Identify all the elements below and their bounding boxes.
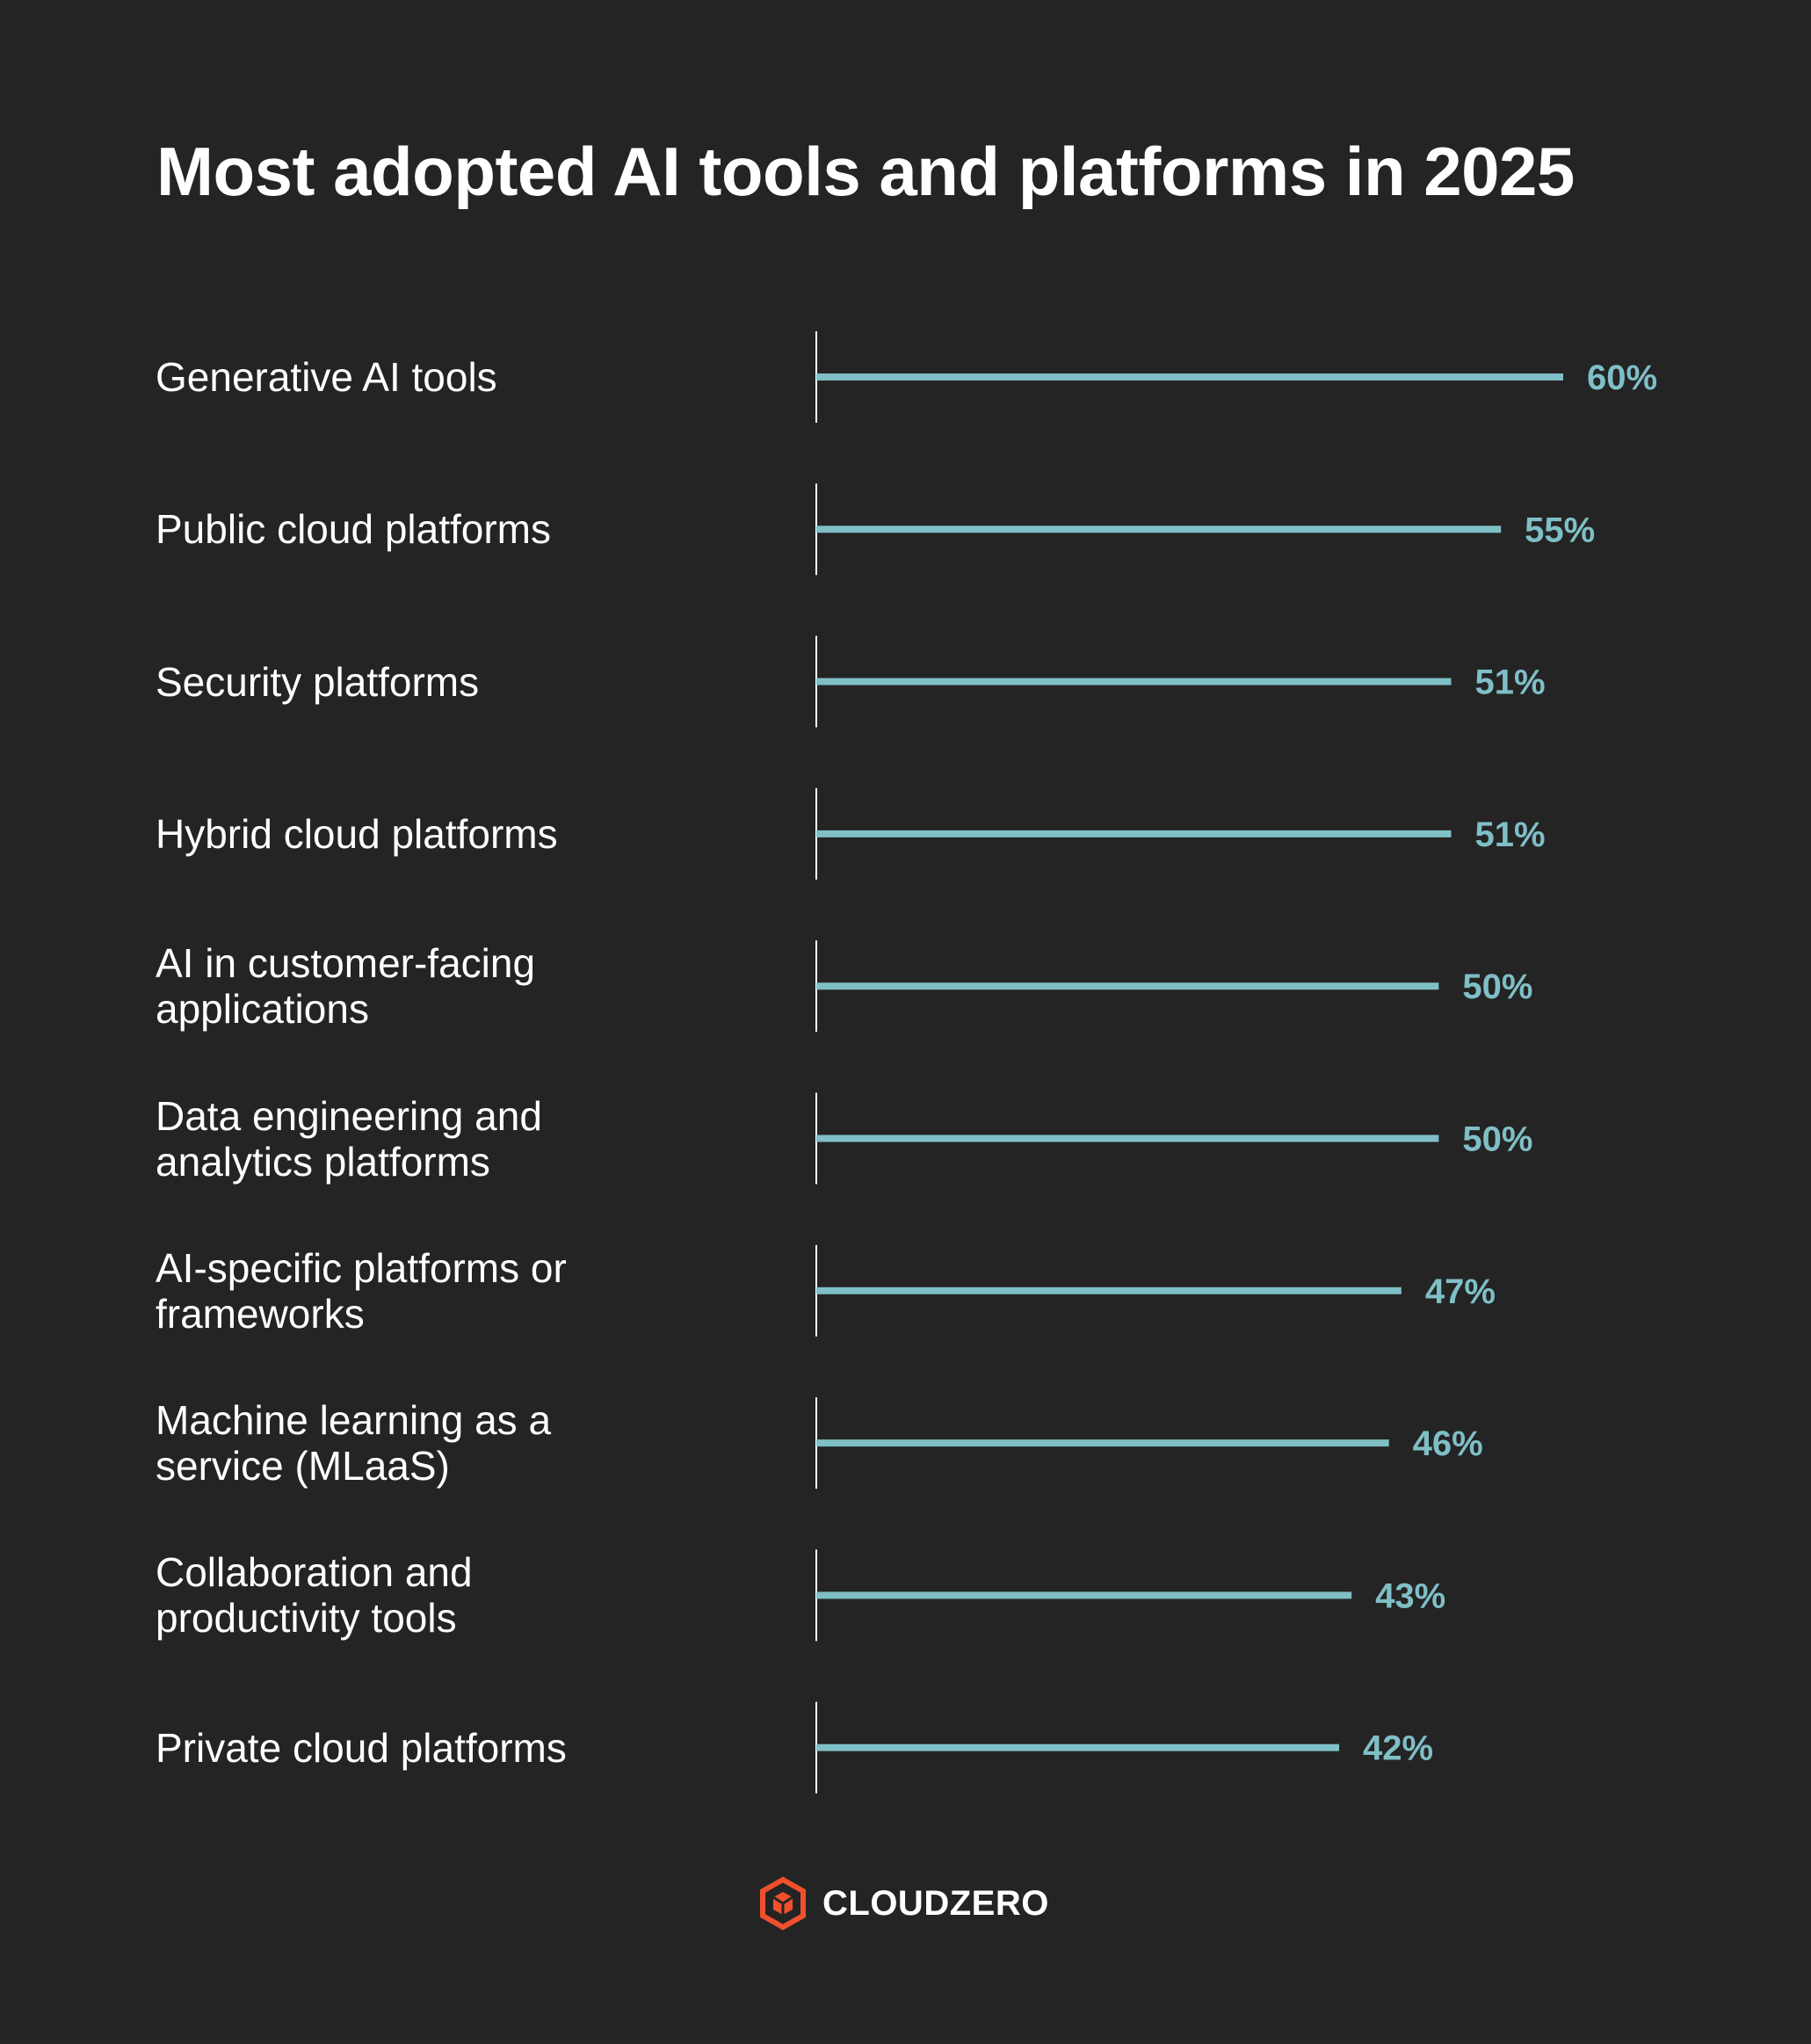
category-label: AI-specific platforms or frameworks: [156, 1245, 683, 1337]
cloudzero-hexagon-icon: [760, 1876, 806, 1931]
category-label-line: AI-specific platforms or: [156, 1244, 567, 1291]
value-label: 55%: [1525, 511, 1595, 549]
category-label-line: service (MLaaS): [156, 1443, 450, 1490]
bar: [816, 982, 1439, 990]
bar: [816, 373, 1563, 381]
value-label: 46%: [1413, 1424, 1483, 1463]
value-label: 43%: [1375, 1576, 1445, 1615]
value-label: 50%: [1462, 968, 1532, 1006]
category-label: Hybrid cloud platforms: [156, 811, 683, 857]
category-label: Public cloud platforms: [156, 506, 683, 552]
category-label: Collaboration and productivity tools: [156, 1549, 683, 1641]
category-label-line: applications: [156, 986, 369, 1033]
category-label-line: Machine learning as a: [156, 1397, 552, 1444]
value-label: 51%: [1475, 663, 1546, 702]
bar: [816, 1743, 1339, 1751]
category-label: Data engineering and analytics platforms: [156, 1093, 683, 1185]
category-label-line: Private cloud platforms: [156, 1724, 567, 1771]
bar: [816, 830, 1452, 837]
bar: [816, 1134, 1439, 1142]
category-label-line: Collaboration and: [156, 1549, 473, 1596]
category-label: Security platforms: [156, 659, 683, 705]
bar: [816, 678, 1452, 685]
bar: [816, 1591, 1352, 1599]
value-label: 42%: [1363, 1729, 1433, 1768]
value-label: 47%: [1425, 1272, 1496, 1311]
category-label: Private cloud platforms: [156, 1725, 683, 1771]
value-label: 50%: [1462, 1120, 1532, 1159]
bar: [816, 1439, 1389, 1447]
brand-logo: CLOUDZERO: [756, 1876, 1049, 1931]
category-label-line: Hybrid cloud platforms: [156, 810, 558, 857]
category-label: Machine learning as a service (MLaaS): [156, 1397, 683, 1489]
bar: [816, 525, 1502, 533]
category-label-line: frameworks: [156, 1290, 365, 1337]
category-label-line: productivity tools: [156, 1595, 457, 1642]
category-label-line: Public cloud platforms: [156, 506, 551, 553]
value-label: 51%: [1475, 815, 1546, 854]
category-label: Generative AI tools: [156, 354, 683, 400]
category-label-line: Data engineering and: [156, 1092, 542, 1139]
category-label-line: analytics platforms: [156, 1138, 490, 1185]
brand-name: CLOUDZERO: [822, 1883, 1049, 1923]
category-label-line: Generative AI tools: [156, 354, 497, 400]
category-label-line: AI in customer-facing: [156, 940, 536, 987]
category-label: AI in customer-facing applications: [156, 940, 683, 1032]
value-label: 60%: [1587, 359, 1657, 397]
bar: [816, 1287, 1402, 1294]
category-label-line: Security platforms: [156, 658, 480, 705]
chart-title: Most adopted AI tools and platforms in 2…: [156, 133, 1575, 210]
